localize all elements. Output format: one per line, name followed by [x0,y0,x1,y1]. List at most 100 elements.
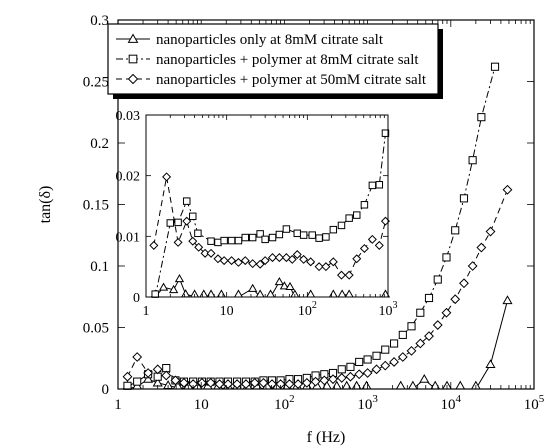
inset-series-3-point [162,172,172,182]
inset-series-2-point [381,129,390,137]
legend-entry-1-marker [127,33,139,43]
main-series-1-point [485,359,496,369]
main-series-3-point [249,377,260,388]
inset-series-1-point [274,277,285,286]
main-series-2-point [398,330,407,339]
inset-series-2-point [261,235,269,244]
inset-series-1-point [158,282,169,291]
main-series-2-point [355,357,364,367]
main-plot: 00.050.10.150.20.250.31 10 102 103 104 105 [83,13,545,413]
inset-series-2-point [248,233,257,242]
inset-series-2-point [353,211,361,219]
main-series-3-point [267,379,277,389]
inset-series-2-point [293,229,301,238]
inset-series-3-point [200,248,210,258]
x-axis-title: f (Hz) [307,429,346,446]
inset-y-tick-label: 0 [133,291,140,306]
inset-series-2-point [360,201,369,209]
main-y-tick-label: 0.3 [90,13,109,29]
inset-series-3-point [321,262,331,272]
inset-series-1-point [247,283,258,292]
main-x-tick-label: 105 [524,393,545,413]
main-y-tick-label: 0.25 [83,75,109,91]
main-series-2-point [468,156,477,165]
main-x-tick-label: 104 [441,393,462,413]
inset-axis-ticks [145,114,389,298]
inset-y-tick-label: 0.01 [116,230,141,245]
inset-series-2-point [189,212,197,221]
inset-y-tick-label: 0.02 [116,170,141,185]
inset-series-3-point [287,254,297,264]
inset-series-2-point [166,219,175,227]
inset-series-2-point [345,214,353,222]
main-series-2-point [123,381,132,390]
inset-series-3-point [274,253,284,263]
inset-series-2-point [368,181,377,190]
main-series-3-point [380,360,391,371]
main-series-3-point [432,320,443,330]
main-series-3-point [406,345,417,356]
inset-series-3-point [255,259,265,269]
inset-series-2-point [207,237,215,245]
inset-series-2-point [174,218,182,227]
inset-series-3-point [233,257,243,267]
main-series-3-point [362,368,373,378]
main-series-2-point [477,113,486,122]
inset-series-3-point [240,256,250,266]
inset-x-tick-label: 103 [379,300,398,319]
inset-series-2-point [275,230,284,239]
main-series-2-point [346,362,355,371]
main-series-2-point [381,345,390,354]
main-series-1-point [455,380,466,390]
inset-series-layer [149,129,391,298]
inset-series-2-point [322,233,330,241]
main-series-3-point [205,377,216,388]
main-series-3-point [415,338,426,349]
inset-series-2-point [194,229,202,238]
main-series-3-point [450,294,461,305]
main-series-3-point [467,261,478,271]
main-series-3-point [293,379,303,389]
inset-series-3-point [219,256,229,266]
inset-plot: 0 0.01 0.02 0.03 1 10 102 103 [116,109,398,319]
inset-series-2-point [337,221,346,230]
main-series-3-point [122,371,133,382]
inset-series-2-point [214,238,222,247]
main-series-3-point [161,370,172,381]
inset-series-3-point [328,257,338,267]
inset-series-2-point [315,234,323,242]
main-x-tick-label: 1 [114,397,122,413]
main-series-1-point [407,380,418,390]
legend: nanoparticles only at 8mM citrate salt na… [107,23,443,99]
main-series-1-point [395,380,406,390]
inset-x-tick-label: 102 [298,300,317,319]
inset-series-2-point [151,290,159,298]
main-series-3-point [241,379,251,389]
inset-series-3-point [188,236,198,246]
legend-entry-2: nanoparticles + polymer at 8mM citrate s… [116,52,419,68]
main-series-1-point [341,380,352,390]
inset-series-3-point [292,250,302,260]
inset-series-3-point [281,253,291,263]
inset-series-2-point [234,236,243,245]
main-series-3-point [441,307,452,318]
main-series-3 [122,184,513,389]
main-series-1-point [502,295,513,305]
legend-entry-2-marker [128,54,138,64]
main-series-3-point [132,352,143,362]
main-series-3-point [371,364,382,375]
main-series-3-point [476,242,487,253]
inset-series-3-point [267,253,278,263]
main-series-2-point [442,253,451,262]
main-series-3-point [301,377,312,388]
inset-series-2-point [220,236,228,245]
main-series-layer [122,62,513,390]
main-series-3-point [197,377,207,388]
main-series-3-point [485,226,496,237]
inset-series-3-point [299,254,309,264]
inset-series-1-point [174,273,185,283]
legend-entry-3-marker [127,73,139,85]
inset-series-3-point [213,254,223,264]
inset-series-3-point [367,234,377,244]
